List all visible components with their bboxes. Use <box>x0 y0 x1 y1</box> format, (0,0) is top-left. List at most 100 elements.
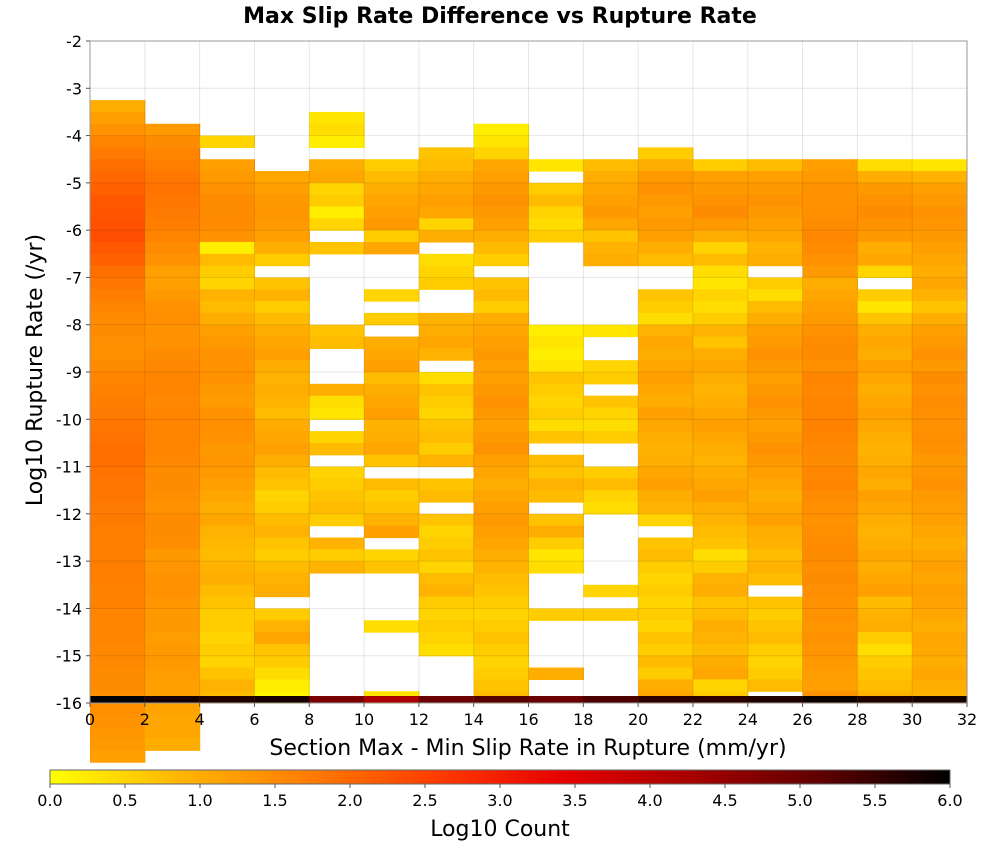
heatmap-cell <box>857 383 913 397</box>
heatmap-cell <box>583 608 639 621</box>
heatmap-cell <box>199 312 256 326</box>
y-tick-label: -10 <box>56 410 82 429</box>
heatmap-cell <box>199 620 256 633</box>
heatmap-cell <box>473 324 530 338</box>
heatmap-cell <box>692 194 749 208</box>
heatmap-cell <box>802 584 858 598</box>
heatmap-cell <box>857 265 913 279</box>
heatmap-cell <box>254 360 310 373</box>
heatmap-cell <box>638 608 694 621</box>
heatmap-cell <box>418 395 475 409</box>
heatmap-cell <box>638 407 694 420</box>
heatmap-cell <box>90 549 146 562</box>
heatmap-cell <box>638 372 694 385</box>
heatmap-cell <box>364 419 420 432</box>
heatmap-cell <box>254 324 310 338</box>
heatmap-cell <box>802 596 858 610</box>
heatmap-cell <box>199 454 256 468</box>
heatmap-cell <box>144 525 201 539</box>
heatmap-cell <box>90 324 146 338</box>
heatmap-cell <box>473 667 530 680</box>
heatmap-cell <box>912 419 968 432</box>
heatmap-cell <box>199 584 256 598</box>
heatmap-cell <box>692 419 749 432</box>
heatmap-cell <box>364 454 420 468</box>
heatmap-cell <box>90 490 146 503</box>
heatmap-cell <box>90 265 146 279</box>
heatmap-cell <box>802 253 858 267</box>
heatmap-cell <box>144 194 201 208</box>
heatmap-cell <box>528 336 584 349</box>
heatmap-cell <box>638 584 694 598</box>
heatmap-cell <box>473 525 530 539</box>
heatmap-cell <box>692 454 749 468</box>
heatmap-cell <box>692 324 749 338</box>
heatmap-cell <box>90 336 146 349</box>
heatmap-cell <box>309 206 365 219</box>
heatmap-cell <box>802 696 858 703</box>
heatmap-cell <box>473 348 530 361</box>
heatmap-cell <box>747 289 804 302</box>
heatmap-cell <box>364 561 420 574</box>
heatmap-cell <box>857 289 913 302</box>
heatmap-cell <box>473 620 530 633</box>
heatmap-cell <box>638 360 694 373</box>
heatmap-cell <box>747 466 804 479</box>
heatmap-cell <box>638 549 694 562</box>
heatmap-cell <box>364 194 420 208</box>
heatmap-cell <box>747 478 804 491</box>
heatmap-cell <box>199 324 256 338</box>
heatmap-cell <box>912 643 968 657</box>
heatmap-cell <box>144 372 201 385</box>
heatmap-cell <box>583 171 639 184</box>
heatmap-cell <box>199 596 256 610</box>
heatmap-cell <box>199 206 256 219</box>
heatmap-cell <box>747 696 804 703</box>
heatmap-cell <box>912 478 968 491</box>
heatmap-cell <box>638 537 694 550</box>
heatmap-cell <box>747 159 804 172</box>
heatmap-cell <box>144 478 201 491</box>
heatmap-cell <box>528 407 584 420</box>
heatmap-cell <box>692 301 749 314</box>
heatmap-cell <box>912 620 968 633</box>
heatmap-cell <box>692 596 749 610</box>
heatmap-cell <box>802 407 858 420</box>
heatmap-cell <box>802 218 858 231</box>
heatmap-cell <box>254 679 310 692</box>
heatmap-cell <box>912 584 968 598</box>
heatmap-cell <box>473 643 530 657</box>
heatmap-cell <box>254 643 310 657</box>
heatmap-cell <box>638 336 694 349</box>
heatmap-cell <box>692 513 749 527</box>
heatmap-cell <box>747 312 804 326</box>
heatmap-cell <box>418 442 475 456</box>
heatmap-cell <box>90 679 146 692</box>
heatmap-cell <box>747 561 804 574</box>
heatmap-cell <box>692 218 749 231</box>
heatmap-cell <box>912 454 968 468</box>
heatmap-cell <box>418 206 475 219</box>
heatmap-cell <box>747 632 804 645</box>
heatmap-cell <box>364 490 420 503</box>
heatmap-cell <box>254 537 310 550</box>
heatmap-cell <box>802 159 858 172</box>
heatmap-cell <box>90 584 146 598</box>
heatmap-cell <box>418 348 475 361</box>
heatmap-cell <box>364 442 420 456</box>
heatmap-cell <box>254 372 310 385</box>
y-tick-label: -2 <box>66 32 82 51</box>
heatmap-cell <box>473 159 530 172</box>
heatmap-cell <box>309 241 365 255</box>
heatmap-cell <box>912 324 968 338</box>
heatmap-cell <box>90 218 146 231</box>
heatmap-cell <box>692 442 749 456</box>
heatmap-cell <box>254 194 310 208</box>
heatmap-cell <box>692 608 749 621</box>
heatmap-cell <box>747 241 804 255</box>
x-tick-label: 0 <box>85 710 95 729</box>
heatmap-cell <box>309 395 365 409</box>
heatmap-cell <box>199 502 256 515</box>
heatmap-cell <box>254 608 310 621</box>
heatmap-cell <box>857 490 913 503</box>
